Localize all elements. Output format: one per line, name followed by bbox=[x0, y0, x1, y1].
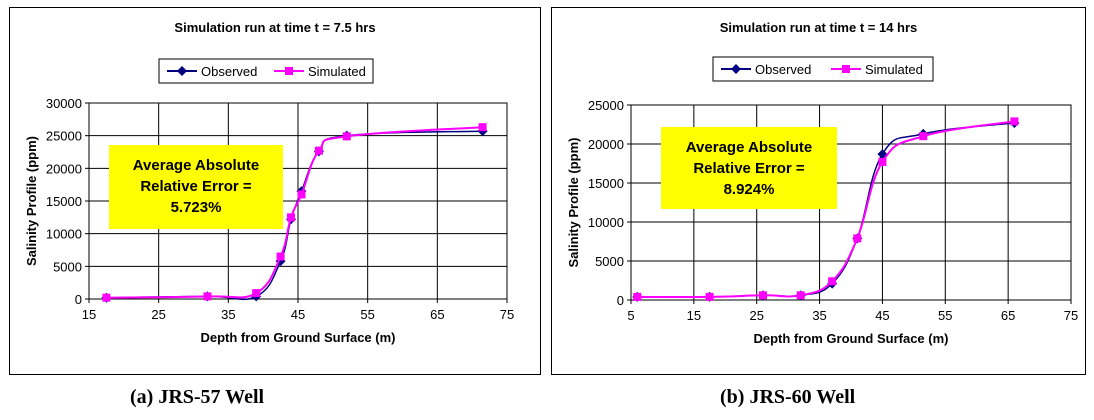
chart-a: Simulation run at time t = 7.5 hrs Observ… bbox=[9, 7, 541, 375]
point-simulated bbox=[1010, 117, 1019, 126]
point-simulated bbox=[633, 292, 642, 301]
caption-b: (b) JRS-60 Well bbox=[720, 386, 856, 408]
point-simulated bbox=[297, 190, 306, 199]
x-axis-label: Depth from Ground Surface (m) bbox=[200, 330, 395, 345]
chart-title: Simulation run at time t = 7.5 hrs bbox=[174, 20, 375, 35]
legend-label-observed: Observed bbox=[755, 62, 811, 77]
point-simulated bbox=[919, 132, 928, 141]
point-simulated bbox=[102, 293, 111, 302]
x-axis-label: Depth from Ground Surface (m) bbox=[753, 331, 948, 346]
y-tick-label: 15000 bbox=[588, 176, 624, 191]
legend-label-observed: Observed bbox=[201, 64, 257, 79]
error-annotation-line: 8.924% bbox=[724, 181, 775, 198]
legend: Observed Simulated bbox=[158, 58, 374, 84]
y-tick-label: 10000 bbox=[588, 215, 624, 230]
y-tick-label: 30000 bbox=[46, 96, 82, 111]
x-tick-label: 65 bbox=[1001, 308, 1015, 323]
chart-b: Simulation run at time t = 14 hrs Observe… bbox=[551, 7, 1086, 375]
x-tick-label: 55 bbox=[938, 308, 952, 323]
y-tick-label: 5000 bbox=[595, 254, 624, 269]
point-simulated bbox=[759, 291, 767, 300]
x-tick-label: 45 bbox=[875, 308, 889, 323]
legend-marker-observed bbox=[177, 66, 187, 76]
y-tick-label: 0 bbox=[75, 292, 82, 307]
error-annotation-box bbox=[109, 145, 283, 229]
point-observed bbox=[877, 149, 888, 160]
legend-marker-simulated bbox=[842, 65, 850, 73]
point-simulated bbox=[276, 252, 285, 261]
x-tick-label: 35 bbox=[812, 308, 826, 323]
legend: Observed Simulated bbox=[712, 56, 934, 82]
y-tick-label: 5000 bbox=[53, 259, 82, 274]
point-simulated bbox=[203, 292, 212, 301]
x-tick-label: 5 bbox=[627, 308, 634, 323]
y-axis-label: Salinity Profile (ppm) bbox=[566, 137, 581, 267]
legend-label-simulated: Simulated bbox=[865, 62, 923, 77]
point-simulated bbox=[878, 157, 887, 166]
point-simulated bbox=[287, 213, 296, 222]
x-tick-label: 65 bbox=[430, 307, 444, 322]
legend-marker-simulated bbox=[285, 67, 293, 75]
chart-title: Simulation run at time t = 14 hrs bbox=[720, 20, 918, 35]
y-tick-label: 25000 bbox=[46, 129, 82, 144]
point-simulated bbox=[853, 234, 862, 243]
x-tick-label: 25 bbox=[749, 308, 763, 323]
x-tick-label: 55 bbox=[360, 307, 374, 322]
point-simulated bbox=[314, 146, 323, 155]
x-tick-label: 15 bbox=[82, 307, 96, 322]
x-tick-label: 75 bbox=[500, 307, 514, 322]
y-tick-label: 10000 bbox=[46, 227, 82, 242]
error-annotation-line: Average Absolute bbox=[686, 139, 812, 156]
x-tick-label: 45 bbox=[291, 307, 305, 322]
y-tick-label: 25000 bbox=[588, 98, 624, 113]
point-simulated bbox=[796, 291, 805, 300]
point-simulated bbox=[252, 289, 261, 298]
y-tick-label: 20000 bbox=[588, 137, 624, 152]
x-tick-label: 15 bbox=[687, 308, 701, 323]
x-tick-label: 25 bbox=[151, 307, 165, 322]
y-tick-label: 20000 bbox=[46, 161, 82, 176]
error-annotation-line: Relative Error = bbox=[693, 160, 805, 177]
point-simulated bbox=[342, 132, 351, 141]
error-annotation-box bbox=[661, 127, 837, 209]
point-simulated bbox=[705, 292, 714, 301]
caption-a: (a) JRS-57 Well bbox=[130, 386, 265, 408]
legend-marker-observed bbox=[731, 64, 741, 74]
error-annotation-line: Average Absolute bbox=[133, 157, 259, 174]
x-tick-label: 35 bbox=[221, 307, 235, 322]
error-annotation-line: Relative Error = bbox=[140, 178, 252, 195]
legend-label-simulated: Simulated bbox=[308, 64, 366, 79]
error-annotation-line: 5.723% bbox=[171, 199, 222, 216]
point-simulated bbox=[478, 123, 487, 132]
y-tick-label: 0 bbox=[617, 293, 624, 308]
point-simulated bbox=[828, 277, 837, 286]
x-tick-label: 75 bbox=[1064, 308, 1078, 323]
y-tick-label: 15000 bbox=[46, 194, 82, 209]
y-axis-label: Salinity Profile (ppm) bbox=[24, 136, 39, 266]
